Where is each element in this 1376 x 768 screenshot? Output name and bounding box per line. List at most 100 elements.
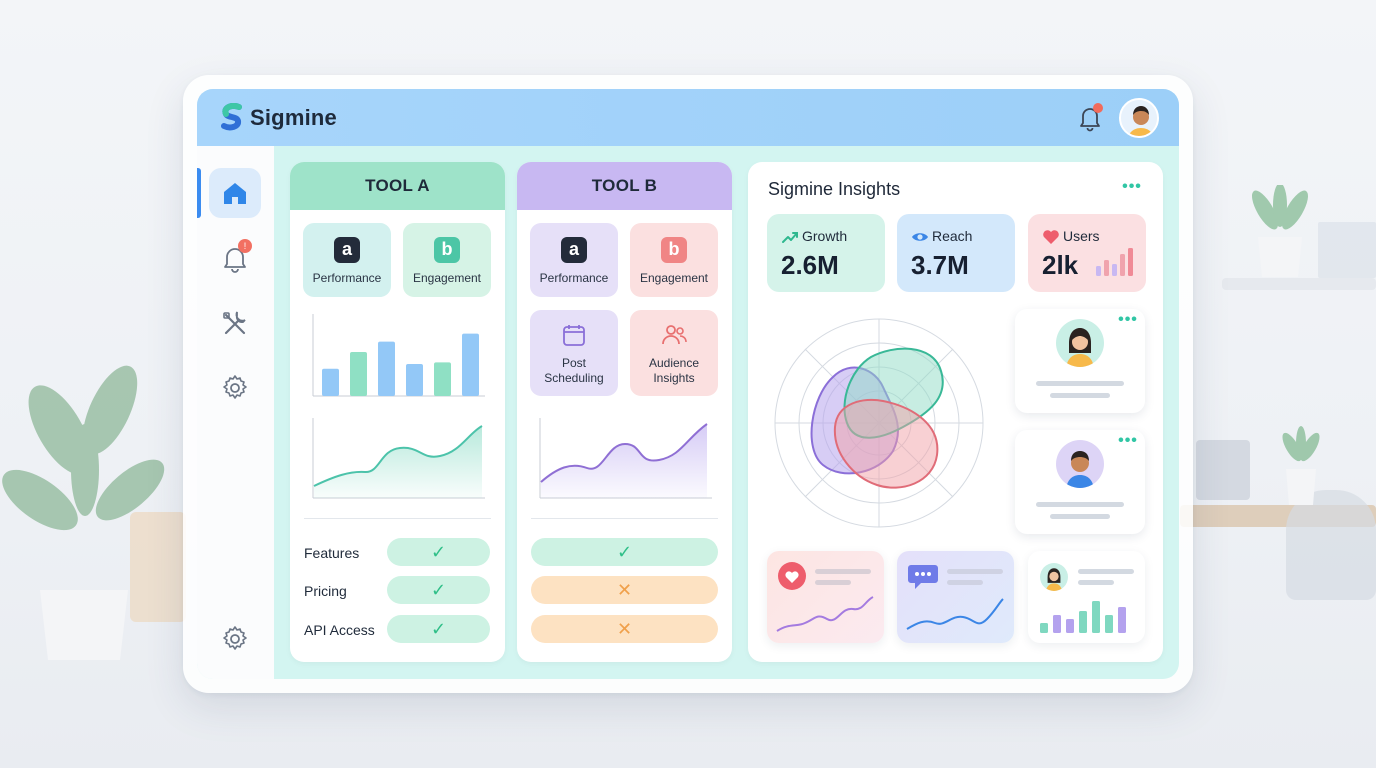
tool-a-bar xyxy=(350,352,367,396)
tool-b-tile-audience-insights[interactable]: Audience Insights xyxy=(630,310,718,396)
mini-comments-trend xyxy=(906,598,1004,630)
background-books xyxy=(1318,222,1376,278)
tool-a-bar xyxy=(322,368,339,396)
mini-audience-avatar xyxy=(1040,563,1068,591)
tool-a-divider xyxy=(304,518,491,519)
home-icon xyxy=(224,183,246,204)
stat-reach-label: Reach xyxy=(932,228,973,244)
stat-reach-value: 3.7M xyxy=(911,250,969,280)
stat-users-label: Users xyxy=(1063,228,1100,244)
mini-card-likes[interactable] xyxy=(767,551,884,643)
tool-a-pricing-check: ✓ xyxy=(387,576,490,604)
mini-comments-line-1 xyxy=(947,569,1003,574)
trend-up-icon xyxy=(782,232,798,243)
tool-a-features-label: Features xyxy=(304,545,360,561)
tool-a-api-check: ✓ xyxy=(387,615,490,643)
tool-b-title: TOOL B xyxy=(517,162,732,210)
stat-card-users[interactable]: Users 2lk xyxy=(1028,214,1146,292)
background-plant-shelf xyxy=(1252,185,1308,277)
background-chair xyxy=(1286,490,1376,600)
sidebar-item-home[interactable] xyxy=(209,168,261,218)
background-cabinet xyxy=(130,512,186,622)
profile-card-1[interactable]: ••• xyxy=(1015,309,1145,413)
heart-icon xyxy=(1043,230,1059,244)
tool-a-features-check: ✓ xyxy=(387,538,490,566)
profile-2-line-2 xyxy=(1050,514,1110,519)
profile-card-1-menu[interactable]: ••• xyxy=(1118,311,1138,328)
app-window: Sigmine ! xyxy=(197,89,1179,679)
tool-b-engagement-glyph: b xyxy=(661,237,687,263)
stat-growth-value: 2.6M xyxy=(781,250,839,280)
profile-avatar-female xyxy=(1056,319,1104,367)
stat-card-reach[interactable]: Reach 3.7M xyxy=(897,214,1015,292)
tool-b-engagement-label: Engagement xyxy=(639,271,709,285)
top-bar: Sigmine xyxy=(197,89,1179,146)
mini-audience-line-2 xyxy=(1078,580,1114,585)
mini-likes-trend xyxy=(776,596,874,632)
tool-a-performance-glyph: a xyxy=(334,237,360,263)
insights-menu-button[interactable]: ••• xyxy=(1122,178,1142,195)
tool-b-tile-performance[interactable]: a Performance xyxy=(530,223,618,297)
sigmine-logo-icon xyxy=(221,103,242,131)
audience-overlap-chart xyxy=(774,318,984,528)
mini-likes-line-2 xyxy=(815,580,851,585)
tool-b-post-label-1: Post xyxy=(561,356,586,370)
stat-growth-label: Growth xyxy=(802,228,848,244)
mini-audience-line-1 xyxy=(1078,569,1134,574)
tool-b-tile-post-scheduling[interactable]: Post Scheduling xyxy=(530,310,618,396)
mini-card-comments[interactable] xyxy=(897,551,1014,643)
stat-card-growth[interactable]: Growth 2.6M xyxy=(767,214,885,292)
tool-a-bar xyxy=(378,341,395,396)
settings-icon-bottom[interactable] xyxy=(220,624,250,654)
insights-title: Sigmine Insights xyxy=(768,179,901,199)
profile-card-2[interactable]: ••• xyxy=(1015,430,1145,534)
profile-avatar-male xyxy=(1056,440,1104,488)
chat-bubble-icon xyxy=(908,565,938,589)
eye-icon xyxy=(912,233,928,241)
users-mini-bars xyxy=(1096,248,1133,276)
background-shelf xyxy=(1222,278,1376,290)
sidebar: ! xyxy=(197,146,274,679)
tool-a-tile-performance[interactable]: a Performance xyxy=(303,223,391,297)
mini-card-audience[interactable] xyxy=(1028,551,1145,643)
calendar-icon xyxy=(563,325,585,346)
sidebar-active-marker xyxy=(197,168,201,218)
tool-a-tile-engagement[interactable]: b Engagement xyxy=(403,223,491,297)
stat-users-value: 2lk xyxy=(1042,250,1079,280)
people-icon xyxy=(662,325,687,345)
settings-icon[interactable] xyxy=(220,373,250,403)
tool-a-title: TOOL A xyxy=(290,162,505,210)
tool-b-tile-engagement[interactable]: b Engagement xyxy=(630,223,718,297)
mini-audience-bars xyxy=(1040,601,1126,633)
profile-2-line-1 xyxy=(1036,502,1124,507)
heart-bubble-icon xyxy=(778,562,806,590)
mini-comments-line-2 xyxy=(947,580,983,585)
notification-badge: ! xyxy=(238,239,252,253)
tool-b-audience-label-2: Insights xyxy=(653,371,695,385)
tool-b-performance-glyph: a xyxy=(561,237,587,263)
background-monitor xyxy=(1196,440,1250,500)
tool-a-bar xyxy=(434,362,451,396)
tool-a-api-label: API Access xyxy=(304,622,375,638)
tool-b-performance-label: Performance xyxy=(539,271,609,285)
tool-a-pricing-label: Pricing xyxy=(304,583,347,599)
tool-a-card: TOOL A a Performance b Engagement xyxy=(290,162,505,662)
profile-card-2-menu[interactable]: ••• xyxy=(1118,432,1138,449)
tool-a-bar xyxy=(462,333,479,396)
tool-b-audience-label-1: Audience xyxy=(648,356,700,370)
background-plant-left xyxy=(2,365,165,660)
tool-a-engagement-glyph: b xyxy=(434,237,460,263)
tools-icon[interactable] xyxy=(220,309,250,339)
tool-a-engagement-label: Engagement xyxy=(412,271,482,285)
user-avatar[interactable] xyxy=(1119,98,1159,138)
insights-panel: Sigmine Insights ••• Growth 2.6M Reach 3… xyxy=(748,162,1163,662)
tool-b-pricing-cross: ✕ xyxy=(531,576,718,604)
tool-a-bar xyxy=(406,364,423,396)
tool-b-features-check: ✓ xyxy=(531,538,718,566)
tool-b-post-label-2: Scheduling xyxy=(544,371,604,385)
profile-1-line-1 xyxy=(1036,381,1124,386)
brand-name: Sigmine xyxy=(250,105,337,130)
profile-1-line-2 xyxy=(1050,393,1110,398)
notification-dot xyxy=(1093,103,1103,113)
tool-b-divider xyxy=(531,518,718,519)
